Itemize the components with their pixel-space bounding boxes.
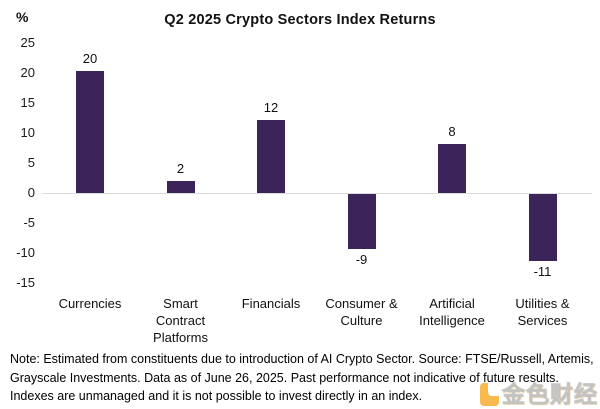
y-tick-label: 0 — [27, 185, 35, 200]
bar — [528, 194, 557, 261]
zero-axis-line — [42, 193, 592, 194]
bar — [438, 144, 466, 193]
chart-title: Q2 2025 Crypto Sectors Index Returns — [164, 12, 436, 28]
y-tick-label: 20 — [20, 65, 35, 80]
footnote-line-1: Note: Estimated from constituents due to… — [10, 352, 594, 366]
footnote-line-3: Indexes are unmanaged and it is not poss… — [10, 389, 423, 403]
bar-value-label: -11 — [533, 264, 552, 279]
bar — [257, 120, 285, 193]
y-tick-label: 25 — [20, 35, 35, 50]
jinse-finance-logo-icon — [480, 382, 499, 406]
y-tick-label: 15 — [20, 95, 35, 110]
watermark-text: 金色财经 — [502, 381, 598, 408]
category-label: Artificial Intelligence — [419, 296, 485, 328]
y-tick-label: 10 — [20, 125, 35, 140]
bar — [76, 71, 104, 193]
y-tick-label: -5 — [23, 215, 35, 230]
footnote-line-2: Grayscale Investments. Data as of June 2… — [10, 370, 559, 385]
bar-value-label: 20 — [82, 51, 98, 66]
y-tick-label: -15 — [16, 275, 35, 290]
category-label: Utilities & Services — [515, 296, 570, 328]
category-label: Consumer & Culture — [325, 296, 398, 328]
bar — [347, 194, 376, 249]
category-label: Financials — [241, 296, 301, 311]
y-tick-label: 5 — [27, 155, 35, 170]
watermark: 金色财经 — [480, 381, 598, 408]
bar-value-label: -9 — [355, 252, 368, 267]
plot-area: 25 20 15 10 5 0 -5 -10 -15 20 Currencies 2 Smart Con… — [16, 35, 592, 345]
bar-value-label: 12 — [263, 100, 279, 115]
footnote: Note: Estimated from constituents due to… — [10, 350, 596, 406]
bar-value-label: 2 — [176, 161, 185, 176]
category-label: Smart Contract Platforms — [153, 296, 208, 345]
bar-value-label: 8 — [448, 124, 456, 139]
y-axis-unit-label: % — [16, 9, 29, 25]
bar — [166, 181, 195, 193]
category-label: Currencies — [58, 296, 122, 311]
y-tick-label: -10 — [16, 245, 35, 260]
